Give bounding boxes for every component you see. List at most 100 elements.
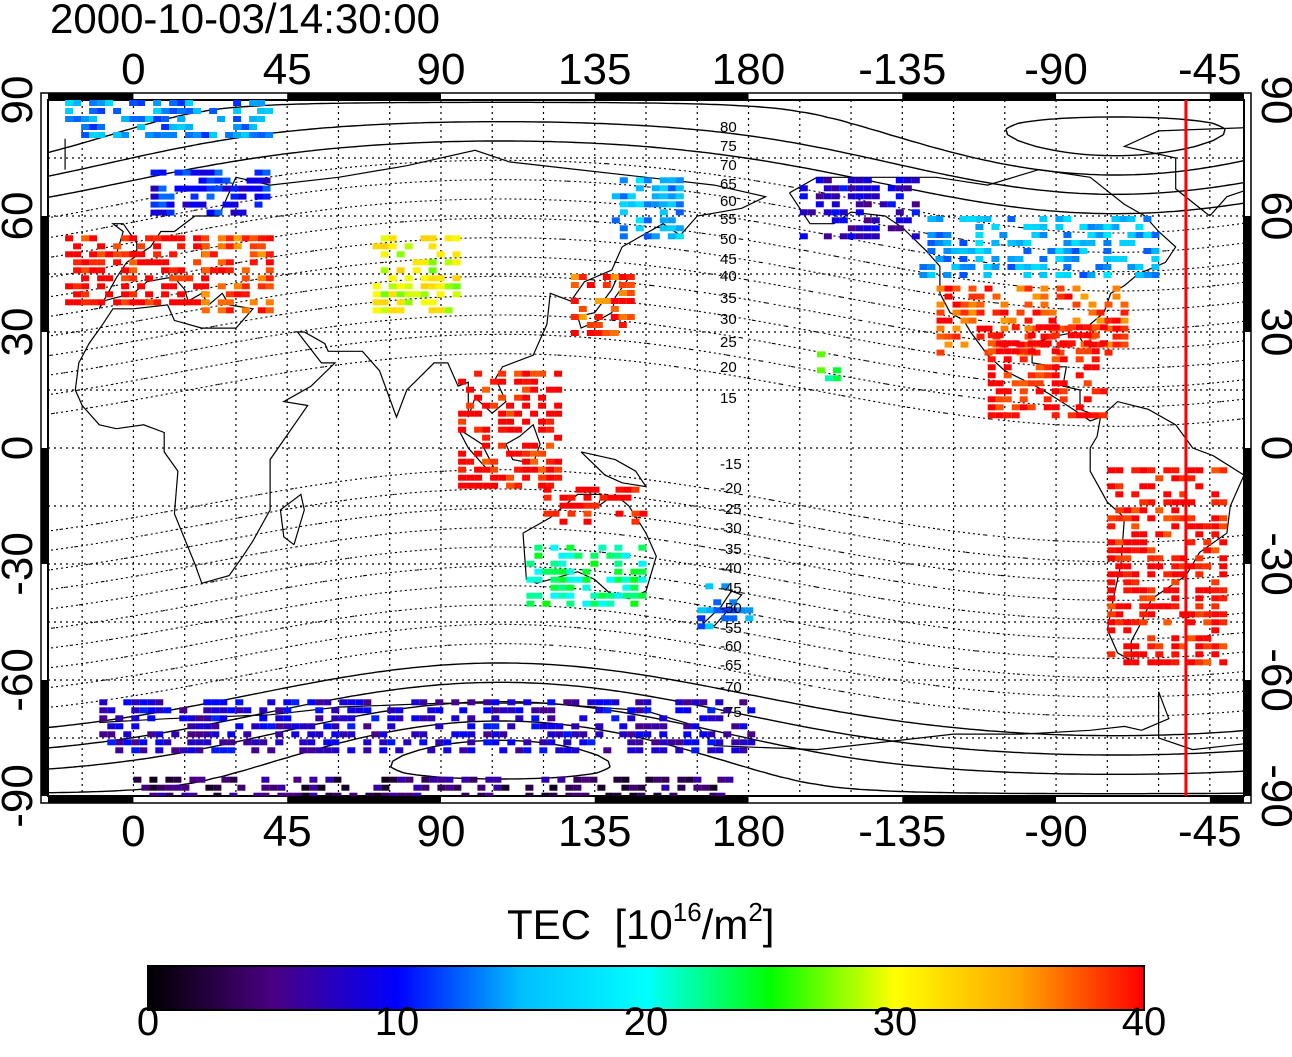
- contour-line: [48, 527, 1244, 601]
- tec-cell: [227, 747, 236, 754]
- tec-cell: [1131, 587, 1140, 594]
- tec-cell: [619, 177, 628, 184]
- tec-cell: [936, 301, 945, 308]
- tec-cell: [573, 776, 582, 783]
- tec-cell: [81, 235, 90, 242]
- tec-cell: [225, 235, 234, 242]
- tec-cell: [467, 747, 476, 754]
- tec-cell: [1120, 301, 1129, 308]
- tec-cell: [863, 177, 872, 184]
- tec-cell: [607, 494, 616, 501]
- tec-cell: [283, 715, 292, 722]
- tec-cell: [1059, 380, 1068, 387]
- tec-cell: [546, 418, 555, 425]
- tec-cell: [474, 394, 483, 401]
- tec-cell: [113, 299, 122, 306]
- tec-cell: [275, 715, 284, 722]
- tec-cell: [855, 209, 864, 216]
- tec-cell: [895, 193, 904, 200]
- tec-cell: [582, 584, 591, 591]
- tec-cell: [243, 739, 252, 746]
- tec-cell: [147, 715, 156, 722]
- tec-cell: [388, 291, 397, 298]
- tec-cell: [129, 235, 138, 242]
- tec-cell: [435, 707, 444, 714]
- tec-cell: [1115, 611, 1124, 618]
- contour-line: [48, 507, 1244, 582]
- tec-cell: [595, 731, 604, 738]
- tec-cell: [745, 607, 754, 614]
- tec-cell: [960, 317, 969, 324]
- tec-cell: [747, 707, 756, 714]
- tec-cell: [396, 291, 405, 298]
- tec-cell: [847, 185, 856, 192]
- tec-cell: [1163, 515, 1172, 522]
- tec-cell: [635, 201, 644, 208]
- tec-cell: [1120, 341, 1129, 348]
- contour-label: -55: [720, 620, 742, 637]
- tec-cell: [190, 185, 199, 192]
- tec-cell: [1211, 547, 1220, 554]
- x-tick-label-bottom: -45: [1178, 807, 1242, 856]
- tec-cell: [107, 731, 116, 738]
- tec-cell: [1123, 651, 1132, 658]
- tec-cell: [1155, 531, 1164, 538]
- tec-cell: [1112, 285, 1121, 292]
- tec-cell: [145, 259, 154, 266]
- tec-cell: [165, 792, 174, 796]
- tec-cell: [587, 739, 596, 746]
- tec-cell: [211, 699, 220, 706]
- tec-cell: [1040, 309, 1049, 316]
- tec-cell: [975, 224, 984, 230]
- tec-cell: [1187, 659, 1196, 666]
- tec-cell: [839, 233, 848, 240]
- tec-cell: [193, 132, 202, 138]
- tec-cell: [363, 699, 372, 706]
- coastline: [505, 423, 541, 465]
- tec-cell: [745, 615, 754, 622]
- tec-cell: [265, 275, 274, 282]
- tec-cell: [161, 267, 170, 274]
- tec-cell: [389, 776, 398, 783]
- tec-cell: [1163, 531, 1172, 538]
- tec-cell: [1027, 332, 1036, 339]
- tec-cell: [550, 584, 559, 591]
- tec-cell: [573, 784, 582, 791]
- tec-cell: [257, 275, 266, 282]
- tec-cell: [960, 309, 969, 316]
- tec-cell: [506, 482, 515, 489]
- tec-cell: [1115, 547, 1124, 554]
- tec-cell: [1040, 293, 1049, 300]
- tec-cell: [522, 378, 531, 385]
- tec-cell: [526, 600, 535, 607]
- tec-cell: [635, 707, 644, 714]
- tec-cell: [1195, 555, 1204, 562]
- tec-cell: [412, 267, 421, 274]
- tec-cell: [474, 474, 483, 481]
- tec-cell: [863, 193, 872, 200]
- tec-cell: [1219, 523, 1228, 530]
- tec-cell: [267, 747, 276, 754]
- tec-cell: [968, 285, 977, 292]
- tec-cell: [919, 272, 928, 278]
- tec-cell: [603, 699, 612, 706]
- tec-cell: [539, 747, 548, 754]
- tec-cell: [631, 518, 640, 525]
- tec-cell: [1023, 272, 1032, 278]
- tec-cell: [1123, 627, 1132, 634]
- tec-cell: [959, 264, 968, 270]
- contour-line: [48, 488, 1244, 563]
- tec-cell: [1056, 349, 1065, 356]
- tec-cell: [583, 518, 592, 525]
- tec-cell: [451, 715, 460, 722]
- tec-cell: [203, 707, 212, 714]
- tec-cell: [936, 325, 945, 332]
- tec-cell: [233, 100, 242, 106]
- tec-cell: [177, 124, 186, 130]
- tec-cell: [482, 402, 491, 409]
- tec-cell: [388, 283, 397, 290]
- tec-cell: [578, 314, 587, 320]
- coastline: [279, 493, 305, 546]
- tec-cell: [219, 699, 228, 706]
- tec-cell: [1131, 571, 1140, 578]
